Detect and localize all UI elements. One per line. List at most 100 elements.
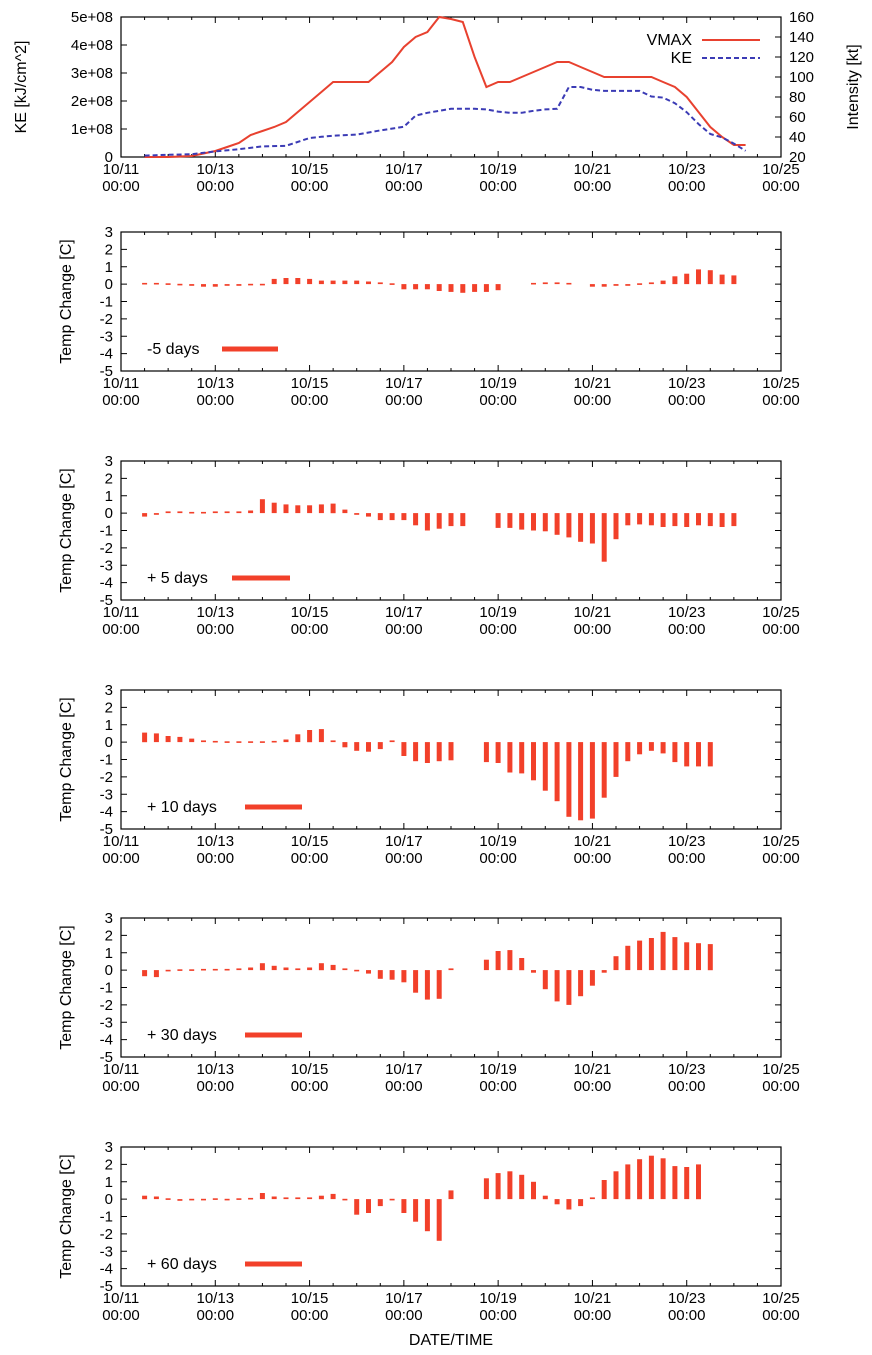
y-axis-label: Temp Change [C] [58,697,75,822]
bar [413,1199,419,1222]
x-tick-label-3-6-date: 10/23 [668,833,706,850]
bar [601,284,607,287]
bar [377,742,383,750]
x-tick-label-0-4-date: 10/19 [479,161,517,178]
bar [248,283,254,286]
bar [377,513,383,521]
bar [519,742,525,774]
x-tick-label-1-6-time: 00:00 [668,392,706,409]
y2-tick-label: 20 [789,149,806,166]
bar [271,740,277,743]
bar [531,1181,536,1200]
x-tick-label-0-3-time: 00:00 [385,178,423,195]
bar [342,509,348,514]
plot-frame [120,917,782,1058]
x-tick-label-1-0-time: 00:00 [102,392,140,409]
y-tick-label: 2 [105,470,113,487]
bar [613,1171,619,1200]
bar [625,742,631,762]
legend-label: + 5 days [147,570,208,587]
y2-tick-label: 100 [789,69,814,86]
bar [271,965,277,971]
bar [436,513,442,529]
y-tick-label: -2 [100,769,113,786]
bar [660,280,666,285]
bar [613,742,619,777]
x-tick-label-1-5-time: 00:00 [574,392,612,409]
bar [189,511,195,514]
bar [684,942,690,971]
legend-label-vmax: VMAX [647,32,693,49]
y-axis-label: Temp Change [C] [58,468,75,593]
x-tick-label-4-0-time: 00:00 [102,1078,140,1095]
x-tick-label-0-2-time: 00:00 [291,178,329,195]
bar [295,278,301,285]
legend-label: + 30 days [147,1027,217,1044]
x-tick-label-3-4-date: 10/19 [479,833,517,850]
x-tick-label-3-3-time: 00:00 [385,850,423,867]
y-tick-label: -1 [100,1209,113,1226]
bar [648,282,654,285]
bar [189,738,195,743]
bar [401,284,407,290]
x-tick-label-2-0-date: 10/11 [103,604,139,621]
x-tick-label-2-3-time: 00:00 [385,621,423,638]
y-tick-label: -4 [100,575,113,592]
temp-change-panel-5: -5-4-3-2-1012310/1100:0010/1300:0010/150… [58,1139,800,1324]
bar [189,284,195,286]
x-tick-label-5-7-date: 10/25 [762,1290,800,1307]
bar [613,284,619,286]
bar [307,278,313,285]
bar [401,1199,407,1213]
y-tick-label: 1 [105,1174,113,1191]
bar [672,1166,678,1200]
x-tick-label-5-3-date: 10/17 [385,1290,423,1307]
bar [142,1195,148,1200]
bar [212,968,218,971]
x-tick-label-3-5-date: 10/21 [574,833,612,850]
bar [401,742,407,756]
bar [648,513,654,526]
bar [625,513,631,526]
bar [684,742,690,767]
bar [153,970,159,978]
y-tick-label: 1 [105,259,113,276]
y2-tick-label: 140 [789,29,814,46]
series-line-vmax [144,15,746,158]
bar [248,510,254,514]
y-tick-label: 2 [105,241,113,258]
y-tick-label: 0 [105,149,113,166]
bar [165,969,171,972]
x-tick-label-4-5-time: 00:00 [574,1078,612,1095]
bar [153,733,159,743]
bar [483,284,489,292]
bar [330,740,336,743]
x-tick-label-1-4-time: 00:00 [479,392,517,409]
bar [566,970,572,1005]
bar [531,970,536,973]
bar [366,513,371,517]
bar [307,967,313,971]
y2-axis-label: Intensity [kt] [845,44,862,129]
x-tick-label-1-0-date: 10/11 [103,375,139,392]
x-tick-label-4-3-time: 00:00 [385,1078,423,1095]
bar [259,963,265,971]
bar [212,511,218,514]
bar [648,742,654,751]
legend-label: + 10 days [147,799,217,816]
bar [342,968,348,971]
y-tick-label: -3 [100,786,113,803]
y2-tick-label: 60 [789,109,806,126]
bar [389,1198,395,1201]
x-tick-label-2-2-time: 00:00 [291,621,329,638]
bar [613,513,619,540]
bar [201,740,206,743]
bar [507,742,513,773]
bar [401,970,407,983]
bar [389,283,395,285]
bar [142,970,148,977]
bar [660,742,666,754]
x-tick-label-5-2-date: 10/15 [291,1290,329,1307]
x-tick-label-2-1-time: 00:00 [197,621,235,638]
bar [366,970,371,974]
